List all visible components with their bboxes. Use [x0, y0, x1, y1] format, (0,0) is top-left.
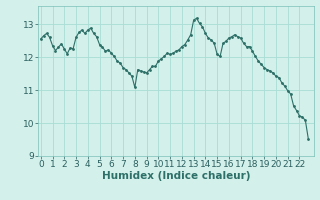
- X-axis label: Humidex (Indice chaleur): Humidex (Indice chaleur): [102, 171, 250, 181]
